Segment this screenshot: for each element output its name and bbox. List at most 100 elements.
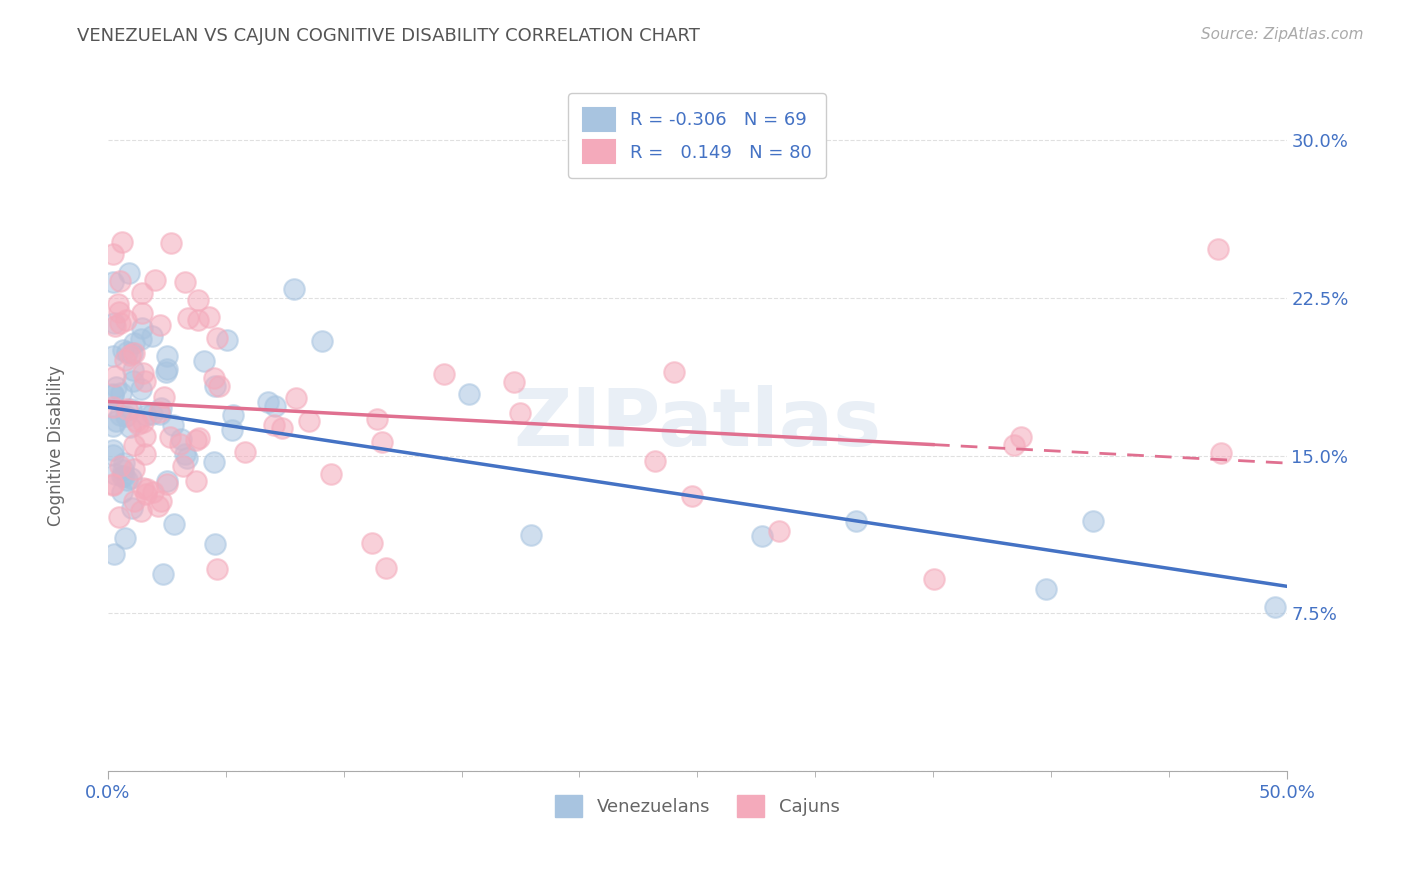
- Point: [176, 450, 198, 465]
- Point: [184, 475, 207, 489]
- Point: [135, 487, 157, 501]
- Point: [110, 485, 132, 500]
- Point: [121, 345, 143, 359]
- Point: [103, 316, 125, 330]
- Point: [204, 536, 226, 550]
- Point: [125, 414, 148, 428]
- Text: Source: ZipAtlas.com: Source: ZipAtlas.com: [1201, 27, 1364, 42]
- Point: [433, 367, 456, 381]
- Point: [509, 406, 531, 420]
- Legend: Venezuelans, Cajuns: Venezuelans, Cajuns: [548, 788, 846, 824]
- Point: [156, 349, 179, 363]
- Point: [101, 419, 124, 434]
- Point: [366, 412, 388, 426]
- Point: [141, 329, 163, 343]
- Point: [184, 434, 207, 448]
- Point: [751, 529, 773, 543]
- Point: [311, 334, 333, 348]
- Point: [111, 343, 134, 358]
- Point: [141, 407, 163, 421]
- Point: [103, 369, 125, 384]
- Point: [519, 528, 541, 542]
- Point: [263, 399, 285, 413]
- Point: [122, 363, 145, 377]
- Point: [202, 370, 225, 384]
- Point: [153, 390, 176, 404]
- Point: [148, 405, 170, 419]
- Point: [150, 401, 173, 415]
- Point: [122, 346, 145, 360]
- Point: [297, 414, 319, 428]
- Point: [922, 573, 945, 587]
- Point: [120, 471, 142, 485]
- Point: [283, 282, 305, 296]
- Point: [222, 408, 245, 422]
- Point: [142, 484, 165, 499]
- Point: [101, 388, 124, 402]
- Point: [217, 333, 239, 347]
- Point: [1264, 600, 1286, 615]
- Text: ZIPatlas: ZIPatlas: [513, 385, 882, 463]
- Point: [1209, 446, 1232, 460]
- Point: [122, 462, 145, 476]
- Point: [205, 331, 228, 345]
- Point: [132, 481, 155, 495]
- Point: [108, 409, 131, 423]
- Point: [108, 459, 131, 474]
- Point: [263, 418, 285, 433]
- Point: [156, 475, 179, 489]
- Point: [131, 286, 153, 301]
- Point: [360, 535, 382, 549]
- Point: [115, 409, 138, 423]
- Point: [170, 432, 193, 446]
- Point: [101, 247, 124, 261]
- Point: [108, 274, 131, 288]
- Point: [108, 305, 131, 319]
- Text: Cognitive Disability: Cognitive Disability: [48, 366, 65, 526]
- Point: [124, 493, 146, 508]
- Point: [112, 469, 135, 483]
- Point: [107, 296, 129, 310]
- Point: [169, 437, 191, 451]
- Point: [768, 524, 790, 539]
- Point: [111, 463, 134, 477]
- Point: [172, 458, 194, 473]
- Point: [110, 386, 132, 401]
- Point: [156, 477, 179, 491]
- Point: [187, 313, 209, 327]
- Point: [122, 437, 145, 451]
- Point: [120, 348, 142, 362]
- Point: [193, 354, 215, 368]
- Point: [101, 449, 124, 463]
- Point: [173, 447, 195, 461]
- Point: [681, 489, 703, 503]
- Point: [136, 482, 159, 496]
- Point: [502, 375, 524, 389]
- Point: [115, 473, 138, 487]
- Point: [1035, 582, 1057, 597]
- Point: [111, 469, 134, 483]
- Point: [1002, 437, 1025, 451]
- Point: [104, 414, 127, 428]
- Point: [118, 419, 141, 434]
- Point: [285, 392, 308, 406]
- Point: [156, 362, 179, 376]
- Point: [112, 456, 135, 470]
- Point: [205, 562, 228, 576]
- Point: [122, 335, 145, 350]
- Point: [188, 431, 211, 445]
- Point: [375, 561, 398, 575]
- Point: [114, 353, 136, 368]
- Point: [103, 547, 125, 561]
- Point: [114, 531, 136, 545]
- Point: [121, 374, 143, 388]
- Text: VENEZUELAN VS CAJUN COGNITIVE DISABILITY CORRELATION CHART: VENEZUELAN VS CAJUN COGNITIVE DISABILITY…: [77, 27, 700, 45]
- Point: [662, 365, 685, 379]
- Point: [160, 235, 183, 250]
- Point: [108, 316, 131, 330]
- Point: [143, 273, 166, 287]
- Point: [371, 434, 394, 449]
- Point: [101, 349, 124, 363]
- Point: [120, 401, 142, 416]
- Point: [155, 365, 177, 379]
